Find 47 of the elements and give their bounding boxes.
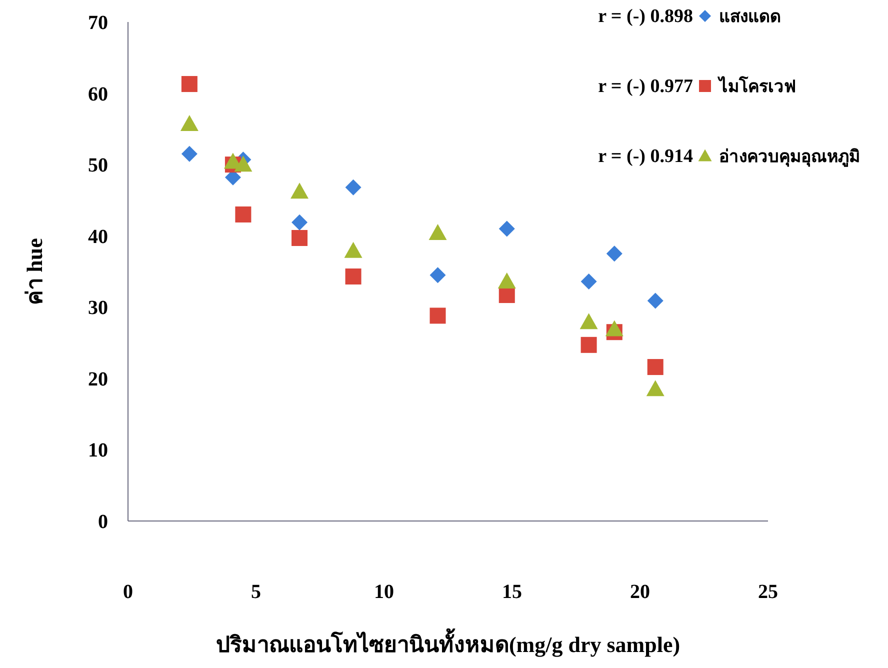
annotation: r = (-) 0.977 — [598, 76, 694, 97]
point — [344, 242, 362, 258]
point — [605, 320, 624, 336]
x-tick-label: 0 — [123, 581, 133, 603]
point — [498, 287, 515, 304]
y-tick-label: 10 — [88, 440, 108, 462]
point — [430, 308, 446, 324]
y-tick-label: 60 — [88, 83, 108, 106]
legend-label: แสงแดด — [719, 7, 781, 26]
point — [345, 268, 362, 284]
x-tick-label: 25 — [758, 581, 778, 603]
point — [181, 146, 198, 162]
y-axis-title: ค่า hue — [22, 238, 47, 305]
y-tick-label: 0 — [98, 511, 108, 533]
y-tick-label: 30 — [88, 297, 108, 320]
annotation: r = (-) 0.898 — [598, 6, 693, 27]
point — [292, 214, 308, 230]
point — [345, 179, 362, 196]
point — [235, 206, 252, 222]
x-tick-label: 5 — [251, 581, 261, 603]
x-tick-label: 15 — [502, 581, 522, 603]
point — [606, 246, 622, 262]
x-axis-title: ปริมาณแอนโทไซยานินทั้งหมด(mg/g dry sample) — [216, 628, 680, 657]
legend-label: อ่างควบคุมอุณหภูมิ — [719, 147, 860, 168]
point — [647, 359, 664, 376]
point — [580, 336, 597, 353]
y-tick-label: 50 — [88, 154, 108, 177]
point — [498, 220, 515, 237]
point — [647, 292, 664, 309]
point — [580, 273, 597, 290]
y-tick-label: 70 — [88, 12, 108, 34]
x-tick-label: 20 — [630, 581, 650, 603]
point — [580, 313, 598, 330]
point — [498, 272, 516, 288]
point — [428, 224, 447, 240]
point — [646, 380, 664, 396]
point — [290, 182, 309, 199]
point — [180, 114, 198, 131]
point — [430, 267, 446, 284]
y-tick-label: 40 — [88, 226, 108, 248]
point — [181, 76, 198, 92]
annotation: r = (-) 0.914 — [598, 146, 694, 167]
point — [234, 156, 252, 172]
y-tick-label: 20 — [88, 368, 108, 390]
x-tick-label: 10 — [374, 581, 394, 603]
point — [292, 230, 308, 246]
legend-label: ไมโครเวฟ — [717, 76, 796, 96]
